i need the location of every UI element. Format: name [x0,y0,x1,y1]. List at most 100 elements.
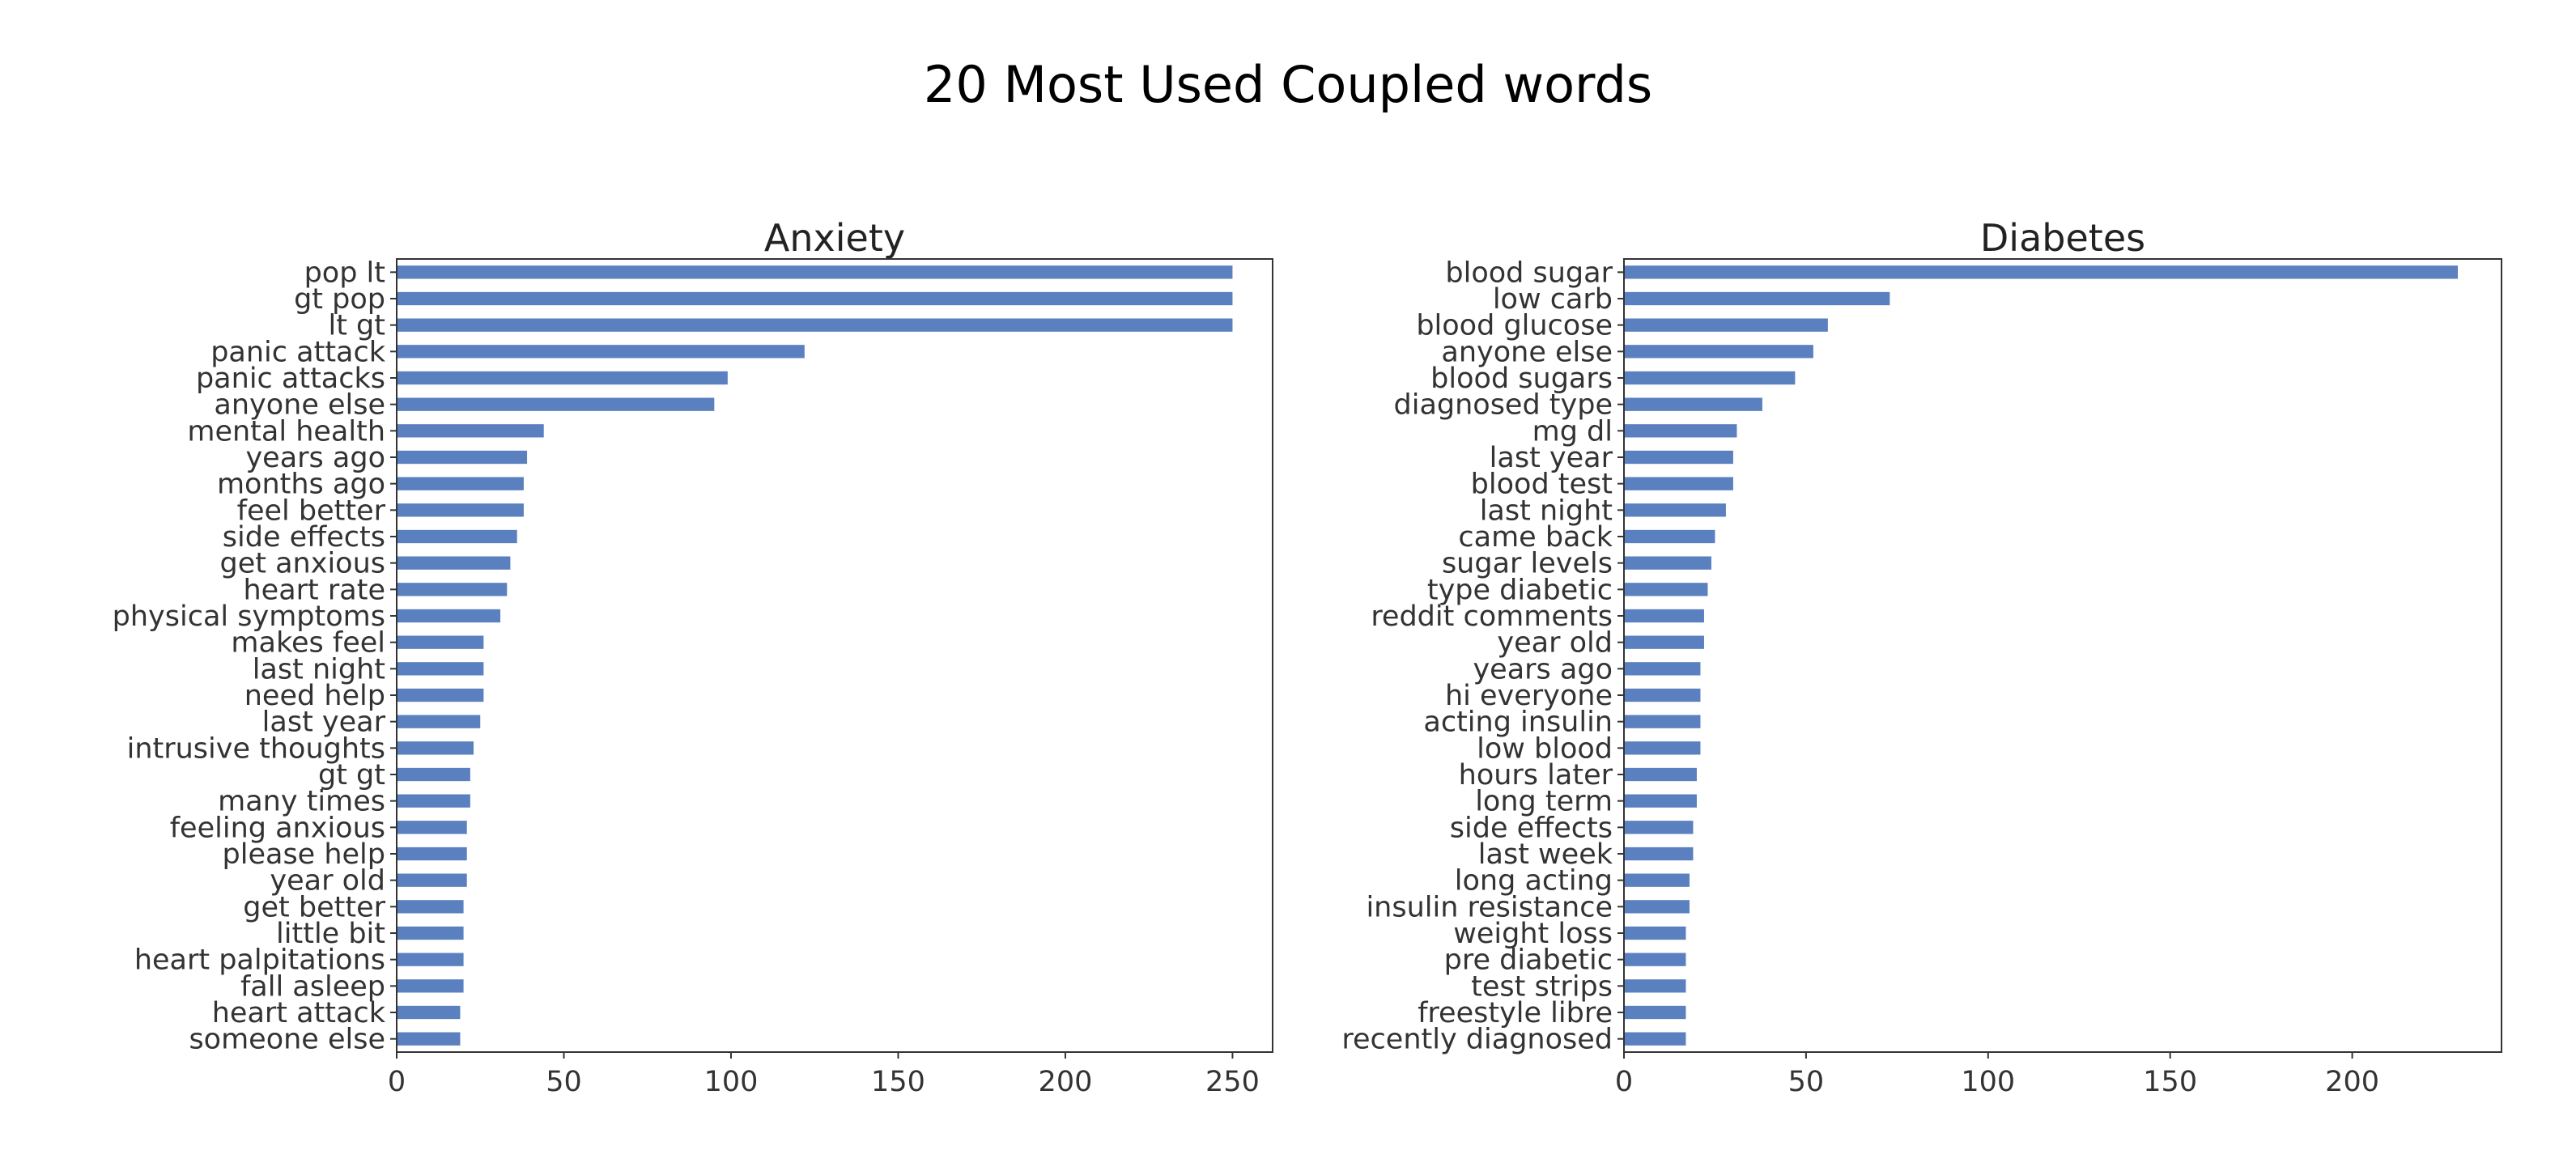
diabetes-y-tick-label: blood sugar [1445,257,1613,289]
anxiety-y-tick-label: years ago [245,442,385,474]
diabetes-y-tick-label: insulin resistance [1366,891,1613,923]
anxiety-y-tick-label: last year [262,707,386,739]
anxiety-bar [397,609,501,623]
diabetes-x-tick-label: 200 [2325,1066,2379,1098]
diabetes-bar [1624,900,1690,914]
anxiety-y-tick-label: need help [244,680,385,712]
diabetes-y-tick-label: year old [1497,627,1613,660]
diabetes-x-tick-label: 100 [1961,1066,2015,1098]
anxiety-bar [397,556,511,570]
anxiety-x-tick-label: 0 [388,1066,406,1098]
diabetes-bar [1624,767,1697,782]
diabetes-bar [1624,979,1686,993]
anxiety-bar [397,291,1233,306]
anxiety-x-tick-label: 100 [704,1066,759,1098]
anxiety-y-tick-label: makes feel [231,627,385,660]
anxiety-bar [397,767,470,782]
anxiety-bar [397,345,805,359]
anxiety-bar [397,397,715,411]
anxiety-y-tick-label: many times [218,786,385,818]
anxiety-y-tick-label: please help [223,838,385,871]
diabetes-bar [1624,635,1704,649]
anxiety-bar [397,715,481,728]
anxiety-y-tick-label: physical symptoms [113,600,385,633]
diabetes-y-tick-label: came back [1458,521,1613,554]
diabetes-bar [1624,556,1711,570]
anxiety-bar [397,371,728,385]
diabetes-y-tick-label: freestyle libre [1418,997,1613,1029]
anxiety-y-tick-label: get anxious [220,548,386,580]
diabetes-bar [1624,265,2459,279]
anxiety-y-tick-label: little bit [276,918,385,950]
anxiety-y-tick-label: heart palpitations [134,944,385,977]
diabetes-bar [1624,345,1813,359]
anxiety-y-tick-label: fall asleep [240,970,385,1003]
anxiety-bar [397,503,524,517]
diabetes-y-tick-label: low blood [1477,732,1613,765]
anxiety-x-tick-label: 200 [1039,1066,1093,1098]
anxiety-bar [397,1005,461,1020]
anxiety-bar [397,583,508,596]
diabetes-bar [1624,688,1701,702]
diabetes-bar [1624,1032,1686,1046]
anxiety-x-tick-label: 150 [871,1066,925,1098]
diabetes-y-tick-label: years ago [1473,653,1613,685]
anxiety-y-tick-label: intrusive thoughts [127,732,385,765]
diabetes-y-tick-label: low carb [1493,283,1613,316]
anxiety-y-tick-label: gt gt [318,759,385,791]
anxiety-bar [397,662,484,676]
diabetes-bar [1624,529,1715,544]
anxiety-y-tick-label: pop lt [304,257,385,289]
anxiety-y-tick-label: feeling anxious [170,812,385,844]
anxiety-y-tick-label: get better [243,891,385,923]
diabetes-bar [1624,926,1686,940]
diabetes-x-tick-label: 0 [1615,1066,1633,1098]
anxiety-bar [397,900,464,914]
anxiety-bar [397,1032,461,1046]
anxiety-y-tick-label: heart attack [212,997,386,1029]
diabetes-panel-title: Diabetes [1980,216,2145,260]
diabetes-y-tick-label: pre diabetic [1444,944,1613,977]
diabetes-y-tick-label: acting insulin [1423,707,1613,739]
diabetes-y-tick-label: hi everyone [1445,680,1613,712]
diabetes-bar [1624,477,1733,490]
diabetes-bar [1624,953,1686,966]
diabetes-y-tick-label: reddit comments [1371,600,1613,633]
anxiety-bar [397,635,484,649]
diabetes-y-tick-label: weight loss [1453,918,1613,950]
diabetes-x-tick-label: 50 [1788,1066,1825,1098]
diabetes-y-tick-label: blood sugars [1430,363,1613,395]
diabetes-y-tick-label: sugar levels [1442,548,1613,580]
anxiety-y-tick-label: side effects [223,521,385,554]
diabetes-bar [1624,794,1697,808]
diabetes-y-tick-label: long acting [1455,865,1613,898]
anxiety-bar [397,821,467,834]
anxiety-bar [397,926,464,940]
diabetes-y-tick-label: test strips [1471,970,1613,1003]
diabetes-bar [1624,847,1694,861]
diabetes-bar [1624,450,1733,465]
anxiety-panel-title: Anxiety [764,216,905,260]
anxiety-y-tick-label: months ago [217,469,385,501]
anxiety-axes-frame [396,258,1273,1053]
anxiety-y-tick-label: lt gt [328,310,385,342]
diabetes-bar [1624,291,1890,306]
diabetes-bar [1624,503,1726,517]
diabetes-bar [1624,873,1690,887]
anxiety-bar [397,688,484,702]
diabetes-axes-frame [1623,258,2502,1053]
anxiety-bar [397,529,517,544]
diabetes-y-tick-label: side effects [1450,812,1613,844]
diabetes-bar [1624,715,1701,728]
diabetes-y-tick-label: long term [1475,786,1613,818]
anxiety-bar [397,424,544,438]
diabetes-y-tick-label: type diabetic [1427,574,1613,606]
anxiety-y-tick-label: feel better [237,494,386,527]
diabetes-bar [1624,741,1701,755]
diabetes-y-tick-label: recently diagnosed [1341,1024,1613,1056]
diabetes-bar [1624,662,1701,676]
anxiety-y-tick-label: heart rate [244,574,386,606]
